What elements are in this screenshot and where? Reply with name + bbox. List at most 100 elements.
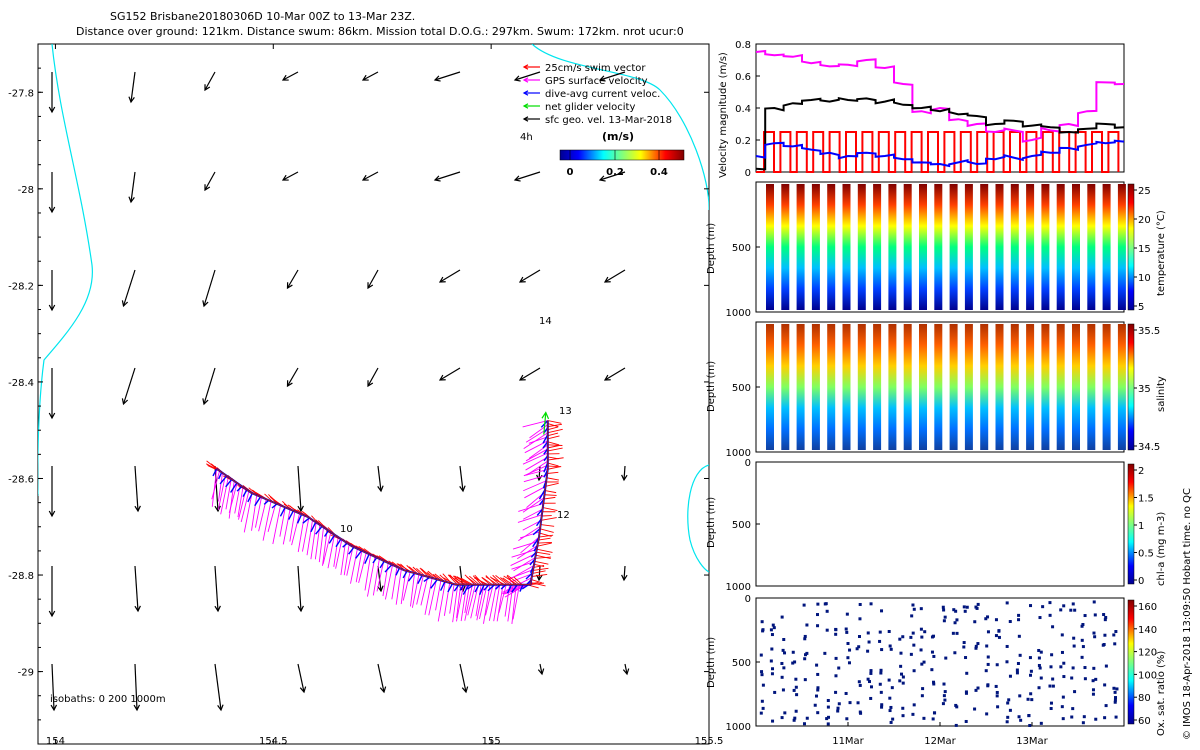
oxygen-sample — [803, 634, 807, 638]
temperature-profile — [766, 184, 774, 310]
oxygen-sample — [911, 712, 915, 716]
temperature-panel: Depth (m) temperature (°C) 500 1000 5 10 15 2… — [706, 181, 1167, 319]
temperature-cbar-label: temperature (°C) — [1156, 210, 1167, 296]
oxygen-sample — [866, 649, 870, 653]
gps-velocity-vector — [424, 577, 433, 615]
oxygen-sample — [1015, 671, 1019, 675]
salinity-panel: Depth (m) salinity 500 1000 34.5 35 35.5 — [706, 321, 1167, 459]
oxygen-sample — [1083, 614, 1087, 618]
geo-velocity-arrow-head — [48, 412, 56, 420]
oxygen-sample — [780, 661, 784, 665]
oxygen-sample — [954, 703, 958, 707]
salinity-ylabel: Depth (m) — [706, 361, 717, 412]
oxygen-sample — [995, 694, 999, 698]
oxygen-sample — [834, 628, 838, 632]
oxygen-sample — [943, 698, 947, 702]
temperature-profile — [964, 184, 973, 310]
current-vector — [506, 584, 513, 594]
oxygen-sample — [1115, 687, 1119, 691]
oxygen-ylabel: Depth (m) — [706, 637, 717, 688]
swim-vector — [513, 576, 523, 586]
geo-velocity-arrow — [130, 171, 136, 203]
oxygen-sample — [823, 602, 827, 606]
swim-vector — [485, 576, 498, 586]
current-vector — [247, 492, 253, 503]
oxygen-sample — [995, 663, 999, 667]
geo-velocity-arrow — [377, 465, 382, 492]
salinity-cbar-tick-label: 35.5 — [1138, 326, 1160, 337]
gps-velocity-vector — [517, 514, 542, 523]
gps-velocity-vector — [488, 584, 497, 621]
oxygen-sample — [901, 635, 905, 639]
oxygen-sample — [1070, 715, 1074, 719]
oxygen-sample — [1092, 631, 1096, 635]
current-vector — [324, 530, 329, 537]
oxygen-sample — [866, 677, 870, 681]
gps-velocity-vector — [522, 420, 548, 428]
swim-vector — [541, 517, 557, 521]
gps-velocity-vector — [333, 536, 339, 567]
oxygen-sample — [901, 681, 905, 685]
oxygen-sample — [1060, 705, 1064, 709]
current-vector — [288, 510, 294, 520]
swim-vector — [419, 567, 429, 578]
chla-cbar-tick-label: 0 — [1138, 576, 1144, 587]
oxygen-sample — [986, 684, 990, 688]
geo-velocity-arrow — [122, 269, 136, 307]
gps-velocity-vector — [272, 505, 281, 545]
oxygen-sample — [890, 686, 894, 690]
oxygen-sample — [780, 716, 784, 720]
oxygen-sample — [867, 640, 871, 644]
current-vector — [348, 546, 355, 555]
legend-arrow-head — [522, 64, 529, 70]
geo-velocity-arrow — [51, 663, 55, 711]
oxygen-sample — [1049, 665, 1053, 669]
oxygen-sample — [1114, 715, 1118, 719]
oxygen-sample — [878, 630, 882, 634]
current-vector — [372, 557, 378, 564]
gps-velocity-vector — [211, 468, 218, 507]
swim-vector — [547, 447, 563, 452]
geo-velocity-arrow — [623, 465, 626, 481]
oxygen-cbar-tick-label: 120 — [1138, 648, 1157, 659]
swim-vector — [495, 575, 508, 586]
oxygen-sample — [792, 718, 796, 722]
gps-velocity-vector — [355, 550, 363, 583]
oxygen-sample — [771, 719, 775, 723]
oxygen-sample — [932, 654, 936, 658]
swim-vector — [481, 576, 493, 586]
temperature-profile — [842, 184, 851, 310]
oxygen-sample — [825, 717, 829, 721]
geo-velocity-arrow-head — [459, 585, 466, 593]
oxygen-sample — [986, 630, 990, 634]
oxygen-sample — [761, 706, 765, 710]
gps-velocity-vector — [518, 525, 541, 542]
oxygen-sample — [1026, 697, 1030, 701]
temperature-cbar-tick-label: 10 — [1138, 273, 1151, 284]
geo-velocity-arrow-head — [281, 174, 289, 181]
oxygen-sample — [943, 615, 947, 619]
geo-velocity-arrow-head — [202, 398, 209, 406]
oxygen-sample — [867, 680, 871, 684]
geo-velocity-arrow-head — [621, 574, 628, 582]
temperature-profile — [796, 184, 805, 310]
gps-velocity-vector — [428, 579, 437, 616]
oxygen-sample — [834, 656, 838, 660]
oxygen-sample — [887, 629, 891, 633]
oxygen-sample — [1113, 690, 1117, 694]
swim-vector — [544, 494, 557, 496]
geo-velocity-arrow — [134, 465, 139, 512]
oxygen-sample — [887, 678, 891, 682]
oxygen-sample — [816, 686, 820, 690]
temperature-profile — [903, 184, 912, 310]
chla-ylabel: Depth (m) — [706, 497, 717, 548]
oxygen-sample — [888, 696, 892, 700]
current-vector — [379, 560, 385, 569]
geo-velocity-arrow-head — [214, 505, 221, 513]
gps-velocity-vector — [237, 487, 244, 518]
oxygen-sample — [771, 667, 775, 671]
oxygen-sample — [858, 617, 862, 621]
temperature-cbar-tick-label: 5 — [1138, 302, 1144, 313]
oxygen-sample — [792, 688, 796, 692]
velocity-y-tick-label: 0.2 — [735, 136, 751, 147]
